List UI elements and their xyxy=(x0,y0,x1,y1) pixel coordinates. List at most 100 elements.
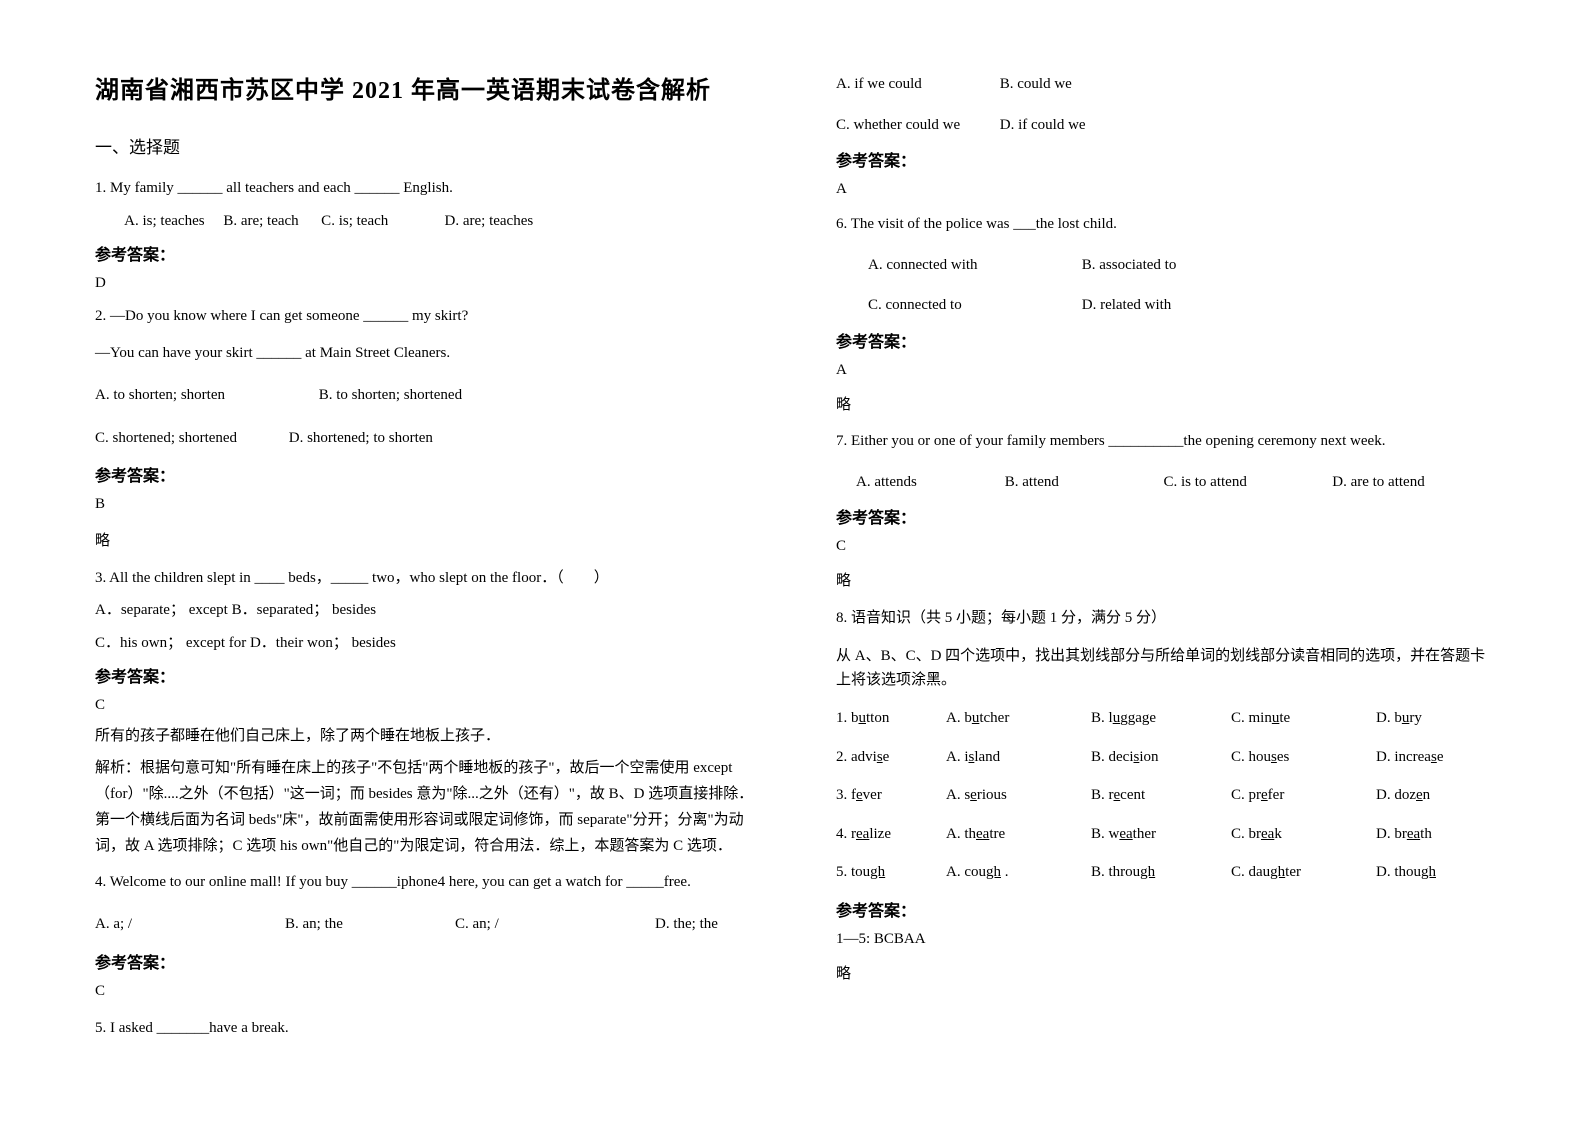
q3-opts-cd: C．his own； except for D．their won； besid… xyxy=(95,629,756,658)
q3-answer: C xyxy=(95,697,756,714)
q5-answer-label: 参考答案： xyxy=(836,147,1497,171)
q5-opts-row2: C. whether could we D. if could we xyxy=(836,111,1497,140)
q5-stem: 5. I asked _______have a break. xyxy=(95,1014,756,1043)
q7-note: 略 xyxy=(836,567,1497,596)
q5-opts-row1: A. if we could B. could we xyxy=(836,70,1497,99)
q8-opt-d: D. though xyxy=(1376,858,1436,887)
q8-opt-b: B. recent xyxy=(1091,781,1231,810)
q7-stem: 7. Either you or one of your family memb… xyxy=(836,427,1497,456)
q8-opt-d: D. breath xyxy=(1376,820,1432,849)
q2-opts-row2: C. shortened; shortened D. shortened; to… xyxy=(95,424,756,453)
question-8: 8. 语音知识（共 5 小题；每小题 1 分，满分 5 分） 从 A、B、C、D… xyxy=(836,604,1497,989)
q8-word: 4. realize xyxy=(836,820,946,849)
section-header-1: 一、选择题 xyxy=(95,133,756,158)
q8-opt-d: D. increase xyxy=(1376,743,1443,772)
q8-opt-a: A. cough . xyxy=(946,858,1091,887)
q8-word: 5. tough xyxy=(836,858,946,887)
q8-phonetics-table: 1. buttonA. butcherB. luggageC. minuteD.… xyxy=(836,704,1497,887)
q7-answer: C xyxy=(836,538,1497,555)
q6-opt-b: B. associated to xyxy=(1082,251,1177,280)
q8-opt-c: C. houses xyxy=(1231,743,1376,772)
q7-opt-c: C. is to attend xyxy=(1164,468,1329,497)
q3-stem: 3. All the children slept in ____ beds，_… xyxy=(95,564,756,593)
question-6: 6. The visit of the police was ___the lo… xyxy=(836,210,1497,419)
q8-opt-b: B. decision xyxy=(1091,743,1231,772)
q6-opts-row1: A. connected with B. associated to xyxy=(836,251,1497,280)
question-4: 4. Welcome to our online mall! If you bu… xyxy=(95,868,756,1000)
q8-answer: 1—5: BCBAA xyxy=(836,931,1497,948)
q6-answer-label: 参考答案： xyxy=(836,328,1497,352)
q4-opt-a: A. a; / xyxy=(95,910,285,939)
q3-opts-ab: A．separate； except B．separated； besides xyxy=(95,596,756,625)
q1-answer: D xyxy=(95,275,756,292)
q8-row: 5. toughA. cough .B. throughC. daughterD… xyxy=(836,858,1497,887)
q8-opt-c: C. daughter xyxy=(1231,858,1376,887)
q6-opt-c: C. connected to xyxy=(868,291,1078,320)
q8-opt-b: B. luggage xyxy=(1091,704,1231,733)
q7-options: A. attends B. attend C. is to attend D. … xyxy=(836,468,1497,497)
q8-opt-d: D. dozen xyxy=(1376,781,1430,810)
q7-opt-b: B. attend xyxy=(1005,468,1160,497)
page-root: 湖南省湘西市苏区中学 2021 年高一英语期末试卷含解析 一、选择题 1. My… xyxy=(0,0,1587,1090)
q3-explain-2: 解析：根据句意可知"所有睡在床上的孩子"不包括"两个睡地板的孩子"，故后一个空需… xyxy=(95,755,756,860)
q6-answer: A xyxy=(836,362,1497,379)
q8-note: 略 xyxy=(836,960,1497,989)
q8-word: 3. fever xyxy=(836,781,946,810)
q8-row: 3. feverA. seriousB. recentC. preferD. d… xyxy=(836,781,1497,810)
document-title: 湖南省湘西市苏区中学 2021 年高一英语期末试卷含解析 xyxy=(95,70,756,105)
q2-opt-c: C. shortened; shortened xyxy=(95,424,285,453)
q4-stem: 4. Welcome to our online mall! If you bu… xyxy=(95,868,756,897)
q3-answer-label: 参考答案： xyxy=(95,663,756,687)
q8-row: 4. realizeA. theatreB. weatherC. breakD.… xyxy=(836,820,1497,849)
question-5-stem: 5. I asked _______have a break. xyxy=(95,1014,756,1043)
q2-stem-2: —You can have your skirt ______ at Main … xyxy=(95,339,756,368)
question-5-rest: A. if we could B. could we C. whether co… xyxy=(836,70,1497,198)
q2-note: 略 xyxy=(95,527,756,556)
q2-opt-a: A. to shorten; shorten xyxy=(95,381,315,410)
question-3: 3. All the children slept in ____ beds，_… xyxy=(95,564,756,860)
question-1: 1. My family ______ all teachers and eac… xyxy=(95,174,756,292)
q2-opt-b: B. to shorten; shortened xyxy=(319,381,462,410)
q5-answer: A xyxy=(836,181,1497,198)
q8-opt-a: A. theatre xyxy=(946,820,1091,849)
q8-word: 1. button xyxy=(836,704,946,733)
q6-opt-d: D. related with xyxy=(1082,291,1172,320)
q7-answer-label: 参考答案： xyxy=(836,504,1497,528)
q6-note: 略 xyxy=(836,391,1497,420)
q2-answer-label: 参考答案： xyxy=(95,462,756,486)
q8-instructions: 从 A、B、C、D 四个选项中，找出其划线部分与所给单词的划线部分读音相同的选项… xyxy=(836,644,1497,692)
q8-opt-c: C. break xyxy=(1231,820,1376,849)
q4-opt-c: C. an; / xyxy=(455,910,655,939)
q5-opt-a: A. if we could xyxy=(836,70,996,99)
q8-word: 2. advise xyxy=(836,743,946,772)
q1-options: A. is; teaches B. are; teach C. is; teac… xyxy=(95,207,756,236)
q8-opt-c: C. minute xyxy=(1231,704,1376,733)
question-2: 2. —Do you know where I can get someone … xyxy=(95,302,756,556)
q4-opt-b: B. an; the xyxy=(285,910,455,939)
q8-answer-label: 参考答案： xyxy=(836,897,1497,921)
q5-opt-b: B. could we xyxy=(1000,70,1072,99)
q6-opt-a: A. connected with xyxy=(868,251,1078,280)
q8-opt-a: A. serious xyxy=(946,781,1091,810)
q8-row: 1. buttonA. butcherB. luggageC. minuteD.… xyxy=(836,704,1497,733)
q1-stem: 1. My family ______ all teachers and eac… xyxy=(95,174,756,203)
q2-answer: B xyxy=(95,496,756,513)
q8-opt-b: B. weather xyxy=(1091,820,1231,849)
q6-stem: 6. The visit of the police was ___the lo… xyxy=(836,210,1497,239)
q4-opt-d: D. the; the xyxy=(655,910,718,939)
column-left: 湖南省湘西市苏区中学 2021 年高一英语期末试卷含解析 一、选择题 1. My… xyxy=(95,70,756,1050)
question-7: 7. Either you or one of your family memb… xyxy=(836,427,1497,596)
q8-opt-a: A. butcher xyxy=(946,704,1091,733)
q1-answer-label: 参考答案： xyxy=(95,241,756,265)
q4-answer: C xyxy=(95,983,756,1000)
q8-row: 2. adviseA. islandB. decisionC. housesD.… xyxy=(836,743,1497,772)
q4-answer-label: 参考答案： xyxy=(95,949,756,973)
q6-opts-row2: C. connected to D. related with xyxy=(836,291,1497,320)
q2-stem-1: 2. —Do you know where I can get someone … xyxy=(95,302,756,331)
q5-opt-c: C. whether could we xyxy=(836,111,996,140)
q3-explain-1: 所有的孩子都睡在他们自己床上，除了两个睡在地板上孩子． xyxy=(95,722,756,751)
q8-header: 8. 语音知识（共 5 小题；每小题 1 分，满分 5 分） xyxy=(836,604,1497,633)
q5-opt-d: D. if could we xyxy=(1000,111,1086,140)
q4-options: A. a; / B. an; the C. an; / D. the; the xyxy=(95,910,756,939)
column-right: A. if we could B. could we C. whether co… xyxy=(836,70,1497,1050)
